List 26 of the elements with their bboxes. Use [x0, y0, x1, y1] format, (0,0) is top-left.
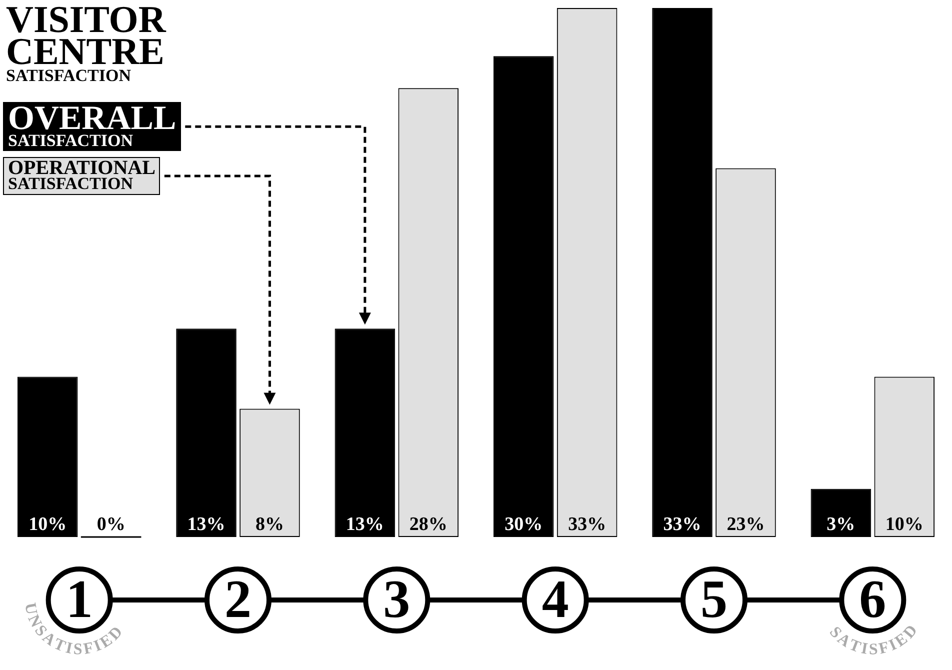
bar: [652, 8, 712, 537]
bar: [334, 328, 396, 537]
text: OVERALL SATISFACTION: [8, 100, 176, 150]
data-label: 8%: [255, 514, 284, 535]
bar: [176, 328, 236, 537]
data-label: 33%: [568, 514, 606, 535]
chart-title: VISITOR CENTRE SATISFACTION: [6, 0, 166, 85]
data-label: 13%: [346, 514, 384, 535]
data-label: 10%: [28, 514, 67, 535]
bar: [493, 56, 554, 537]
x-tick-label: 4: [542, 568, 569, 629]
x-tick-label: 3: [383, 568, 410, 629]
bar: [17, 376, 78, 537]
x-tick-label: 5: [700, 568, 728, 629]
data-label: 10%: [885, 514, 924, 535]
data-label: 33%: [663, 514, 702, 535]
bar: [810, 488, 872, 537]
data-label: 28%: [409, 514, 448, 535]
x-tick-label: 2: [224, 568, 252, 629]
text: OPERATIONAL SATISFACTION: [8, 157, 156, 194]
data-label: 3%: [826, 514, 856, 535]
data-label: 30%: [504, 514, 543, 535]
data-label: 23%: [726, 514, 765, 535]
data-label: 13%: [187, 514, 226, 535]
x-tick-label: 1: [66, 568, 93, 629]
data-label: 0%: [96, 514, 126, 535]
